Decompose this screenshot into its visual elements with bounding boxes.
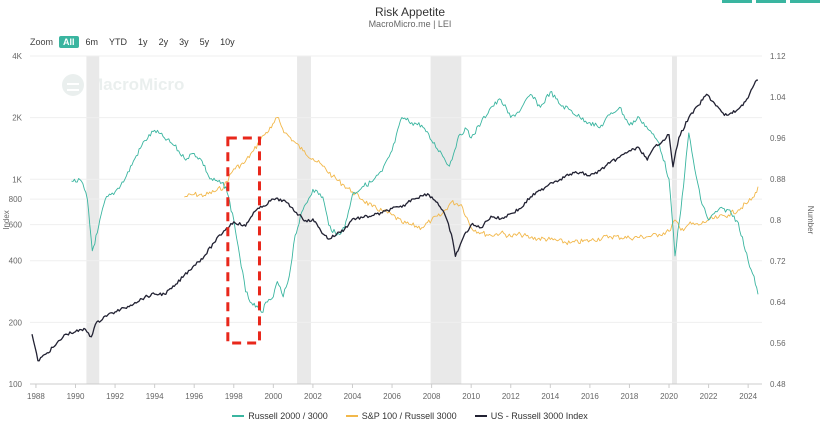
- y-right-tick-label: 0.96: [770, 134, 786, 143]
- x-tick-label: 2024: [739, 392, 757, 401]
- recession-bands: [86, 56, 677, 384]
- zoom-1y-button[interactable]: 1y: [138, 37, 148, 47]
- top-tab[interactable]: [790, 0, 820, 3]
- y-right-tick-label: 1.04: [770, 93, 786, 102]
- y-left-tick-label: 4K: [12, 52, 22, 61]
- x-tick-label: 2020: [660, 392, 678, 401]
- x-tick-label: 2014: [541, 392, 559, 401]
- series-line-0: [71, 91, 759, 313]
- y-right-tick-label: 0.48: [770, 380, 786, 389]
- legend-swatch: [232, 415, 245, 417]
- y-right-tick-label: 0.8: [770, 216, 782, 225]
- recession-band: [430, 56, 462, 384]
- legend-item-russell-3000-index[interactable]: US - Russell 3000 Index: [474, 411, 588, 421]
- x-tick-label: 2000: [264, 392, 282, 401]
- legend-item-sp100-russell-3000[interactable]: S&P 100 / Russell 3000: [345, 411, 457, 421]
- legend-label: Russell 2000 / 3000: [248, 411, 328, 421]
- y-left-tick-label: 200: [9, 318, 23, 327]
- x-tick-label: 2004: [344, 392, 362, 401]
- watermark: MacroMicro: [62, 74, 184, 96]
- zoom-6m-button[interactable]: 6m: [85, 37, 99, 47]
- legend-swatch: [474, 415, 487, 417]
- zoom-5y-button[interactable]: 5y: [199, 37, 210, 47]
- legend-item-russell-2000-3000[interactable]: Russell 2000 / 3000: [232, 411, 328, 421]
- y-right-axis-label: Number: [806, 206, 815, 235]
- x-tick-label: 1990: [67, 392, 85, 401]
- y-right-tick-label: 0.88: [770, 175, 786, 184]
- y-left-tick-label: 2K: [12, 114, 22, 123]
- zoom-2y-button[interactable]: 2y: [158, 37, 169, 47]
- highlight-box: [226, 136, 261, 345]
- zoom-10y-button[interactable]: 10y: [220, 37, 235, 47]
- highlight-box-group: [226, 136, 261, 345]
- legend-label: S&P 100 / Russell 3000: [361, 411, 457, 421]
- zoom-ytd-button[interactable]: YTD: [109, 37, 128, 47]
- macromicro-logo-icon: [62, 74, 84, 96]
- x-tick-label: 1996: [185, 392, 203, 401]
- y-left-tick-label: 600: [9, 221, 23, 230]
- zoom-3y-button[interactable]: 3y: [179, 37, 189, 47]
- chart-subtitle: MacroMicro.me | LEI: [368, 19, 452, 29]
- zoom-bar: Zoom All 6m YTD 1y 2y 3y 5y 10y: [30, 36, 242, 48]
- x-tick-label: 2008: [423, 392, 441, 401]
- y-left-tick-label: 100: [9, 380, 23, 389]
- x-tick-label: 2012: [502, 392, 520, 401]
- y-right-tick-label: 0.64: [770, 298, 786, 307]
- x-tick-label: 2010: [462, 392, 480, 401]
- axes: 1988 1990 1992 1994 1996 1998 2000 2002 2004 2006…: [2, 52, 815, 401]
- top-tab[interactable]: [722, 0, 752, 3]
- y-right-tick-label: 1.12: [770, 52, 786, 61]
- x-tick-label: 2006: [383, 392, 401, 401]
- x-tick-label: 1998: [225, 392, 243, 401]
- legend-label: US - Russell 3000 Index: [490, 411, 588, 421]
- top-tab-strip: [718, 0, 820, 3]
- x-tick-label: 1992: [106, 392, 124, 401]
- x-tick-label: 2002: [304, 392, 322, 401]
- x-tick-label: 2022: [700, 392, 718, 401]
- x-tick-label: 2016: [581, 392, 599, 401]
- top-tab[interactable]: [756, 0, 786, 3]
- legend-swatch: [345, 415, 358, 417]
- zoom-label: Zoom: [30, 37, 54, 47]
- y-left-tick-label: 800: [9, 195, 23, 204]
- y-left-tick-label: 1K: [12, 175, 22, 184]
- legend: Russell 2000 / 3000 S&P 100 / Russell 30…: [0, 411, 820, 421]
- y-right-tick-label: 0.72: [770, 257, 786, 266]
- y-right-tick-label: 0.56: [770, 339, 786, 348]
- recession-band: [86, 56, 100, 384]
- y-left-tick-label: 400: [9, 257, 23, 266]
- x-tick-label: 2018: [621, 392, 639, 401]
- zoom-all-button[interactable]: All: [59, 36, 79, 48]
- series-lines: [31, 79, 759, 362]
- y-left-axis-label: Index: [2, 210, 11, 230]
- gridlines: [30, 55, 762, 385]
- series-line-2: [31, 79, 758, 362]
- x-tick-label: 1988: [27, 392, 45, 401]
- x-tick-label: 1994: [146, 392, 164, 401]
- chart-title: Risk Appetite: [374, 5, 446, 19]
- watermark-text: MacroMicro: [89, 75, 185, 94]
